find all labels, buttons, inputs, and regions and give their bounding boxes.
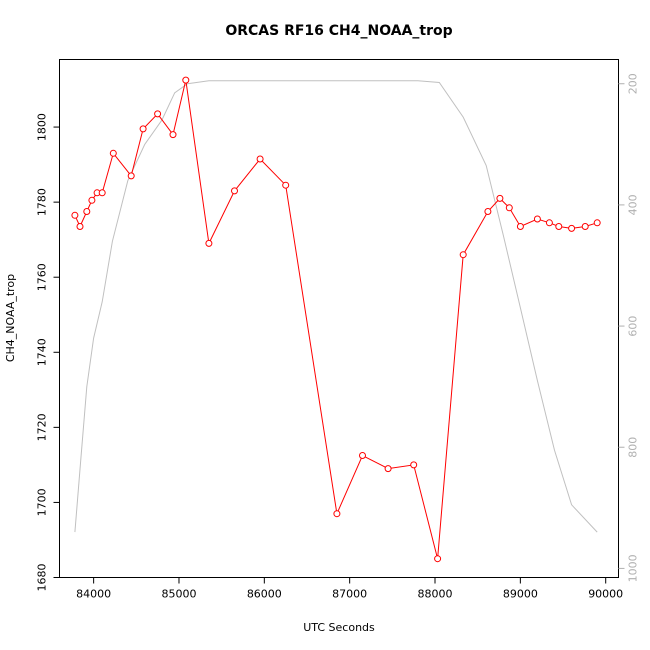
y2-tick-label: 400 — [627, 194, 640, 215]
y-tick-label: 1760 — [36, 263, 49, 291]
x-tick-label: 86000 — [247, 588, 282, 601]
data-point — [76, 223, 84, 230]
data-point — [593, 219, 601, 227]
data-point — [533, 215, 541, 223]
chart-title: ORCAS RF16 CH4_NOAA_trop — [225, 23, 452, 39]
y-tick-label: 1780 — [36, 188, 49, 216]
y-axis-label: CH4_NOAA_trop — [4, 274, 17, 362]
x-tick-label: 87000 — [332, 588, 367, 601]
series-line-left — [74, 79, 598, 559]
data-point — [98, 189, 106, 197]
data-point — [71, 211, 79, 219]
y2-tick-label: 600 — [627, 316, 640, 337]
x-tick-label: 88000 — [418, 588, 453, 601]
y-tick-label: 1700 — [36, 488, 49, 516]
data-point — [459, 251, 467, 259]
data-point — [169, 131, 177, 139]
data-point — [231, 187, 238, 195]
series-line-right — [74, 80, 598, 533]
y2-tick-label: 800 — [627, 437, 640, 458]
y-tick-label: 1740 — [36, 338, 49, 366]
y-axis-left: 1680 1700 1720 1740 1760 1780 1800 — [36, 113, 60, 592]
data-point — [282, 181, 290, 189]
data-point — [83, 208, 91, 215]
data-point — [88, 196, 96, 204]
x-tick-label: 85000 — [161, 588, 196, 601]
x-tick-label: 84000 — [76, 588, 111, 601]
y2-tick-label: 200 — [627, 73, 640, 94]
x-axis: 84000 85000 86000 87000 88000 89000 90000 — [76, 577, 623, 601]
y-tick-label: 1680 — [36, 564, 49, 592]
x-tick-label: 89000 — [503, 588, 538, 601]
data-point — [205, 239, 213, 247]
y-tick-label: 1800 — [36, 113, 49, 141]
data-point — [127, 172, 135, 180]
data-point — [484, 208, 492, 215]
data-point — [434, 555, 442, 563]
data-point — [154, 110, 162, 118]
data-point — [516, 223, 524, 230]
data-point — [545, 219, 553, 227]
plot-frame — [59, 59, 619, 578]
data-point — [410, 461, 418, 469]
data-point — [555, 223, 563, 230]
data-point — [139, 125, 147, 133]
data-point — [359, 452, 366, 459]
y-tick-label: 1720 — [36, 413, 49, 441]
data-point — [384, 465, 392, 473]
data-point — [568, 224, 576, 232]
data-point — [256, 155, 264, 163]
data-point — [182, 76, 190, 84]
data-point — [505, 204, 513, 212]
x-axis-label: UTC Seconds — [303, 621, 375, 634]
data-point — [109, 149, 117, 157]
data-point — [496, 194, 504, 202]
series-layer — [71, 76, 601, 563]
data-point — [333, 510, 341, 518]
y-axis-right: 200 400 600 800 1000 — [618, 73, 640, 582]
y2-tick-label: 1000 — [627, 554, 640, 582]
data-point — [581, 223, 589, 230]
x-tick-label: 90000 — [588, 588, 623, 601]
